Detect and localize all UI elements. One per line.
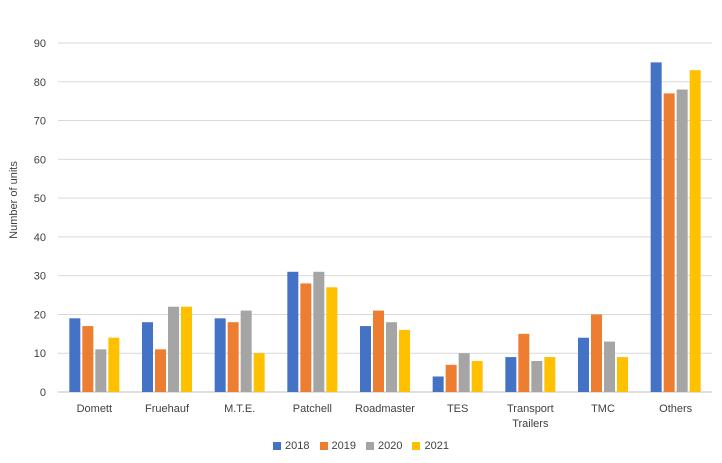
x-category-label: TES [447,403,468,415]
bar-2021-tmc [617,357,628,392]
bar-2018-fruehauf [142,322,153,392]
bar-2020-domett [95,349,107,392]
bar-2020-roadmaster [386,322,397,392]
bar-2020-fruehauf [168,306,179,392]
legend-item: 2019 [319,440,356,452]
x-category-label-line: Roadmaster [355,403,415,415]
x-category-label-line: Transport [507,403,554,415]
bar-2019-tes [445,364,457,392]
bar-2018-transport-trailers [505,357,517,392]
bar-2019-domett [82,326,94,392]
y-tick-label: 90 [34,38,46,50]
bar-2021-tes [471,360,483,392]
bar-2021-domett [108,337,120,392]
x-category-label: TMC [591,403,615,415]
x-category-label-line: TES [447,403,468,415]
legend-swatch [273,442,282,450]
legend: 2018 2019 2020 2021 [0,440,722,452]
legend-item: 2018 [273,440,310,452]
legend-label: 2021 [424,440,449,452]
y-tick-label: 0 [40,387,46,399]
legend-label: 2018 [285,440,310,452]
bar-2019-fruehauf [155,349,166,392]
bar-2021-others [689,70,701,393]
x-category-label: Roadmaster [355,403,415,415]
y-tick-label: 70 [34,116,46,128]
bar-2019-tmc [591,314,602,392]
y-axis-ticks: 0 10 20 30 40 50 60 70 80 90 [34,38,46,399]
y-tick-label: 30 [34,271,46,283]
bar-2021-m-t-e- [253,353,265,392]
x-category-label: Fruehauf [145,403,190,415]
y-tick-label: 50 [34,193,46,205]
bar-2018-tmc [578,337,589,392]
x-category-label: M.T.E. [224,403,255,415]
bar-2018-tes [432,376,444,392]
x-category-label: Patchell [293,403,332,415]
legend-label: 2019 [331,440,356,452]
bar-2019-transport-trailers [518,333,530,392]
x-category-label-line: Patchell [293,403,332,415]
bar-2018-roadmaster [360,326,371,392]
bar-2020-transport-trailers [531,360,543,392]
bar-2020-others [676,89,688,393]
x-category-label-line: Domett [77,403,112,415]
bar-2019-roadmaster [373,310,384,392]
bar-2019-others [663,93,675,393]
legend-label: 2020 [378,440,403,452]
y-tick-label: 40 [34,232,46,244]
gridlines [58,42,712,393]
y-tick-label: 10 [34,348,46,360]
x-category-label: Transport Trailers [507,403,554,430]
x-axis-categories: Domett Fruehauf M.T.E. Patchell Roadmaster TE… [77,403,693,430]
x-category-label: Others [659,403,693,415]
y-tick-label: 20 [34,309,46,321]
bar-2020-tmc [604,341,615,392]
legend-item: 2021 [412,440,449,452]
bar-2018-others [650,62,662,393]
bar-2018-m-t-e- [214,318,226,392]
bar-2019-patchell [300,283,312,392]
x-category-label-line: Trailers [512,418,549,430]
bar-2018-domett [69,318,81,392]
x-category-label-line: Fruehauf [145,403,190,415]
bar-2021-transport-trailers [544,357,556,392]
legend-swatch [319,442,328,450]
x-category-label-line: TMC [591,403,615,415]
bar-2020-tes [458,353,470,392]
bars [69,62,701,393]
bar-2018-patchell [287,271,299,392]
bar-2021-roadmaster [399,329,410,392]
bar-2020-patchell [313,271,325,392]
y-tick-label: 60 [34,154,46,166]
bar-2020-m-t-e- [240,310,252,392]
legend-swatch [412,442,421,450]
x-category-label-line: Others [659,403,693,415]
bar-2021-patchell [326,287,338,392]
legend-item: 2020 [366,440,402,452]
y-tick-label: 80 [34,77,46,89]
bar-2019-m-t-e- [227,322,239,392]
bar-2021-fruehauf [181,306,192,392]
x-category-label: Domett [77,403,112,415]
x-category-label-line: M.T.E. [224,403,255,415]
legend-swatch [366,442,374,450]
y-axis-label: Number of units [8,161,20,239]
